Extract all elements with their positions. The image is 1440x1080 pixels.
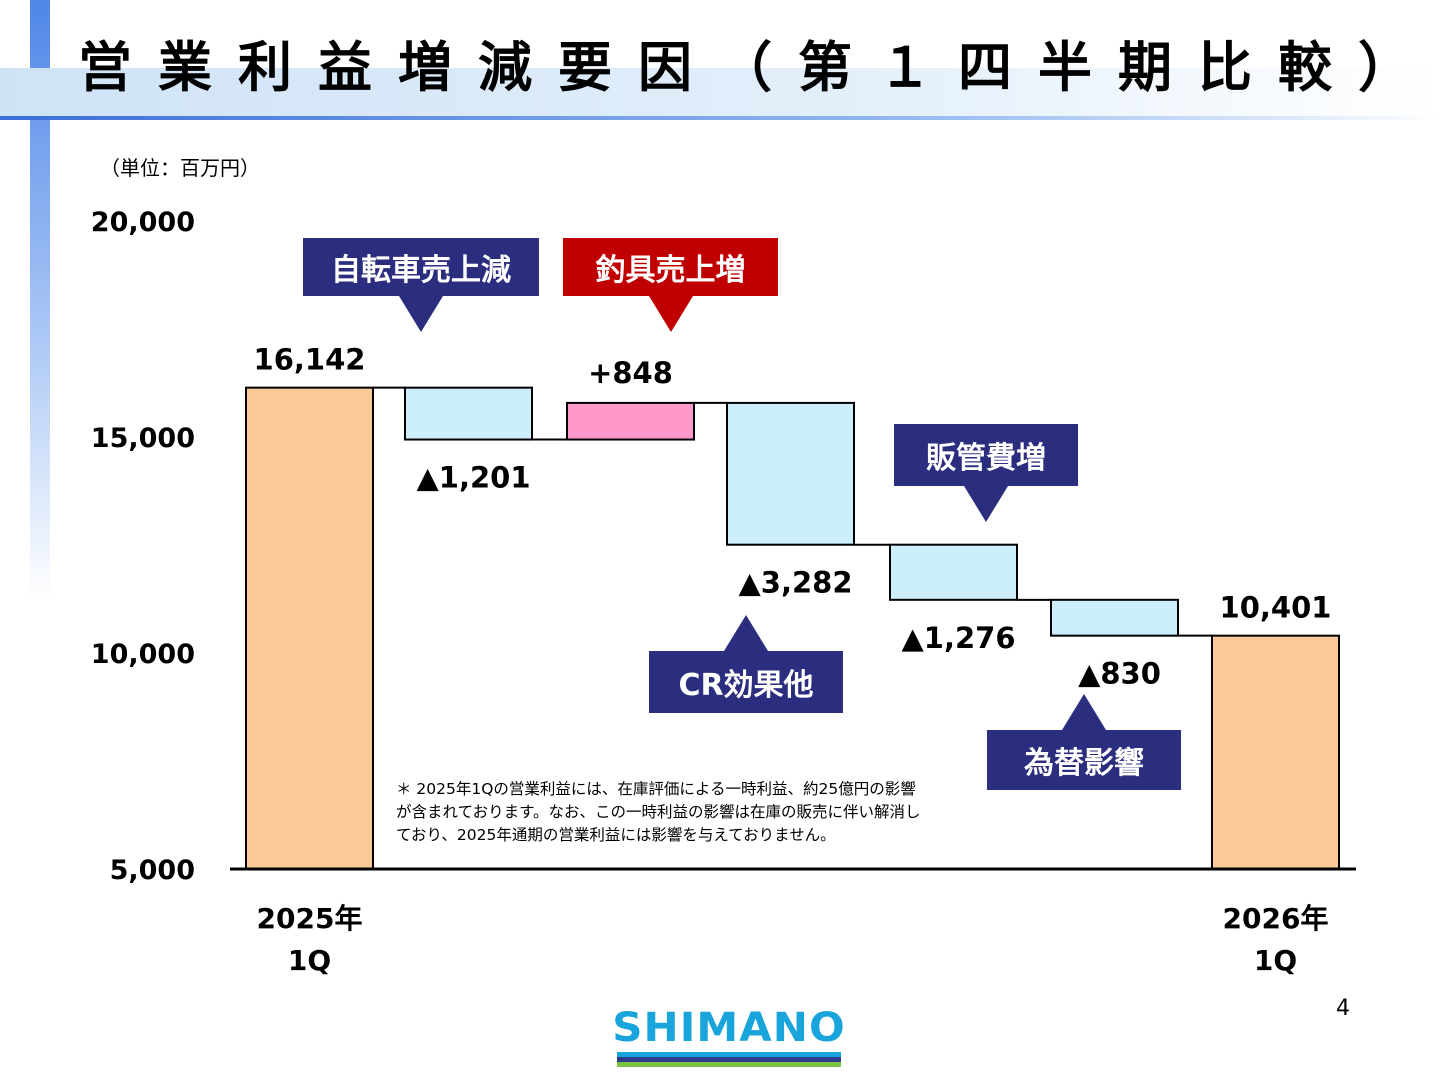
callout-pointer — [964, 486, 1008, 522]
value-label: ▲1,201 — [416, 461, 530, 495]
page-number: 4 — [1336, 996, 1350, 1021]
callout-box: 販管費増 — [894, 424, 1078, 522]
unit-label: （単位：百万円） — [100, 156, 260, 180]
total-bar — [1211, 634, 1340, 871]
callout-label: 釣具売上増 — [595, 253, 746, 288]
value-label: ▲1,276 — [901, 621, 1015, 655]
logo-text: SHIMANO — [612, 1005, 846, 1051]
logo-bar-green — [617, 1062, 841, 1067]
category-label: 2025年 1Q — [257, 902, 363, 977]
y-tick-label: 10,000 — [91, 639, 195, 670]
title-band — [0, 68, 1440, 120]
callout-box: 自転車売上減 — [303, 238, 539, 332]
footnote: ＊ 2025年1Qの営業利益には、在庫評価による一時利益、約25億円の影響 が含… — [396, 780, 921, 844]
total-bar — [245, 386, 374, 870]
title-underline — [0, 116, 1440, 120]
y-tick-label: 15,000 — [91, 423, 195, 454]
callout-label: 為替影響 — [1024, 746, 1144, 781]
change-bar — [726, 401, 855, 546]
callout-pointer — [724, 615, 768, 651]
callout-label: CR効果他 — [678, 668, 814, 703]
value-label: 16,142 — [254, 343, 366, 377]
change-bar — [1050, 598, 1179, 637]
callout-box: CR効果他 — [649, 615, 843, 713]
logo-bar-navy — [617, 1057, 841, 1062]
callout-label: 自転車売上減 — [331, 253, 511, 288]
callout-label: 販管費増 — [926, 441, 1046, 476]
callout-pointer — [648, 296, 693, 332]
value-label: +848 — [588, 356, 673, 390]
page-title: 営業利益増減要因（第１四半期比較） — [78, 36, 1438, 99]
callout-pointer — [399, 296, 443, 332]
change-bar — [404, 386, 533, 441]
category-label: 2026年 1Q — [1223, 902, 1329, 977]
decorative-left-stripe — [30, 0, 50, 600]
shimano-logo: SHIMANO — [612, 1008, 845, 1068]
callout-box: 為替影響 — [987, 694, 1181, 790]
value-label: ▲830 — [1078, 657, 1161, 691]
waterfall-chart: 5,000 10,000 15,000 20,000 16,142 ▲1,201 +848… — [91, 207, 1356, 977]
y-tick-label: 5,000 — [110, 855, 195, 886]
logo-bar-blue — [617, 1052, 841, 1057]
change-bar — [889, 543, 1018, 601]
change-bar — [566, 401, 695, 441]
value-label: ▲3,282 — [738, 566, 852, 600]
y-tick-label: 20,000 — [91, 207, 195, 238]
callout-box: 釣具売上増 — [563, 238, 778, 332]
value-label: 10,401 — [1220, 591, 1332, 625]
callout-pointer — [1062, 694, 1106, 730]
